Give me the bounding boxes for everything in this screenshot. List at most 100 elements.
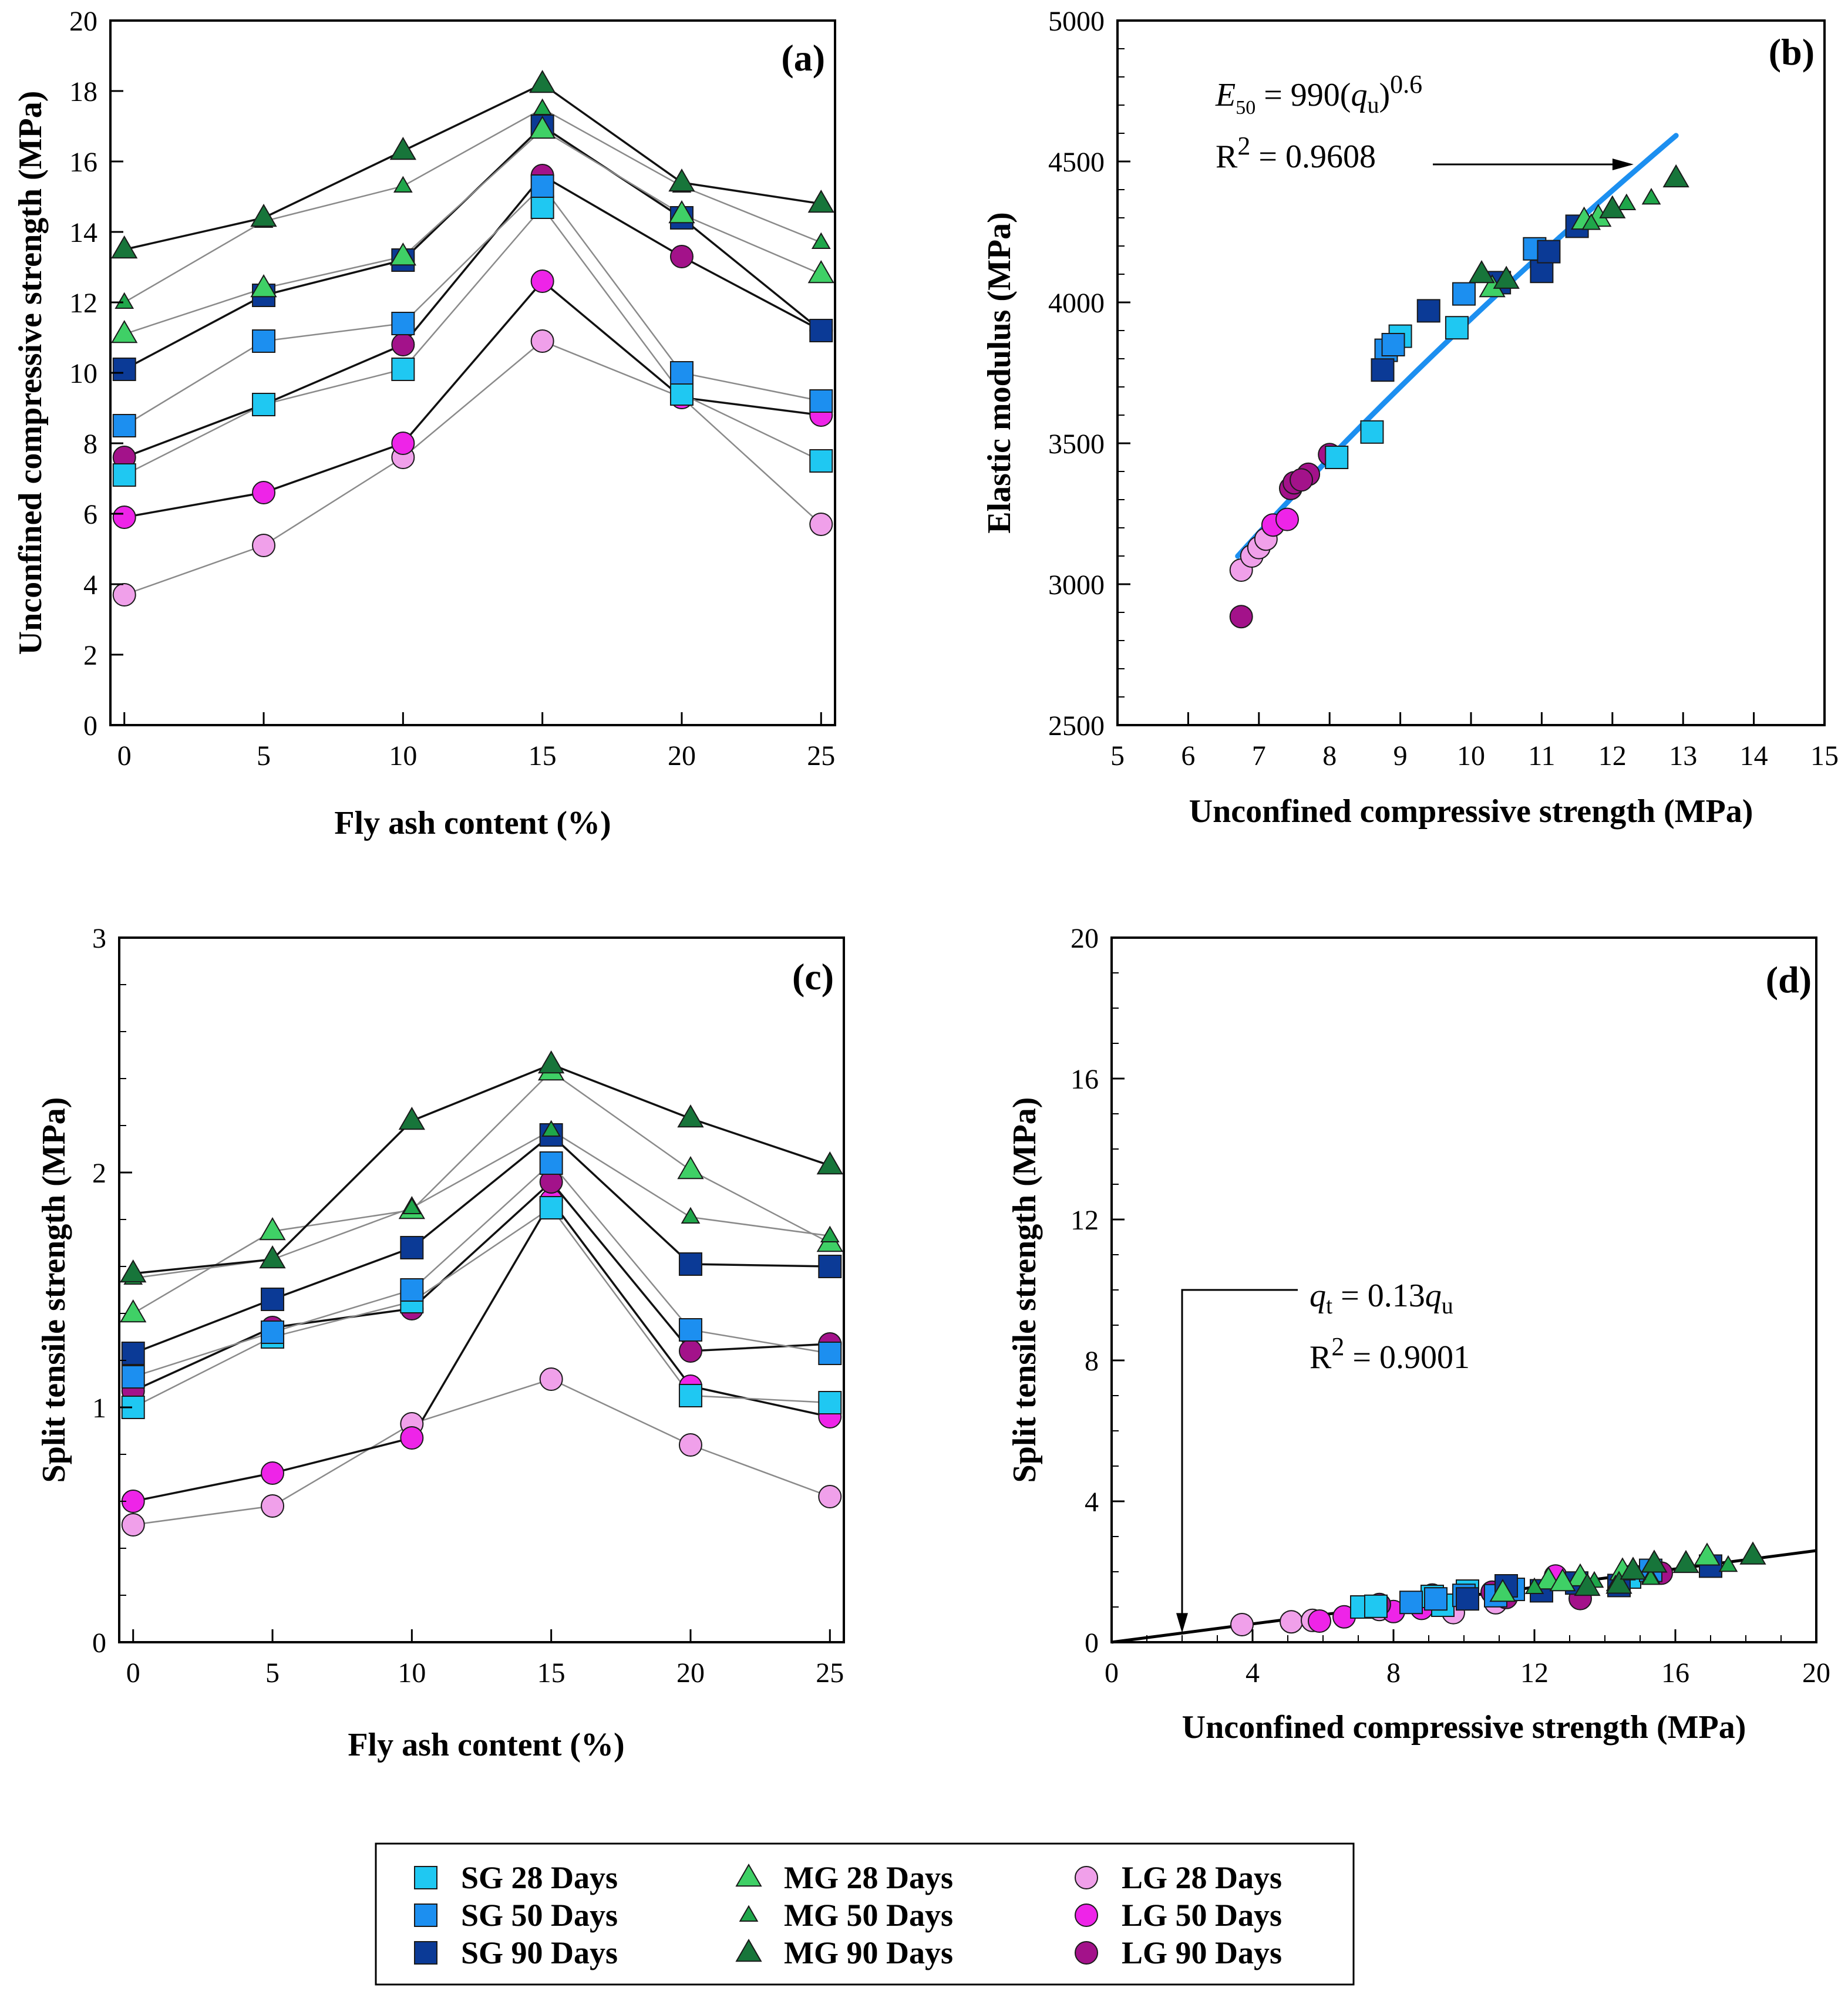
series-line-sg50: [133, 1162, 830, 1378]
legend-label-mg90: MG 90 Days: [784, 1935, 953, 1970]
data-point-sg90: [1416, 299, 1440, 323]
data-point-sg28: [530, 196, 554, 219]
x-tick-label: 16: [1661, 1657, 1689, 1689]
y-tick-label: 4500: [1048, 147, 1105, 178]
data-point-lg50: [391, 432, 415, 455]
data-point-mg90: [1599, 195, 1626, 218]
x-tick-label: 4: [1246, 1657, 1260, 1689]
y-tick-label: 2: [92, 1158, 106, 1189]
annotation-arrow: [1181, 1289, 1298, 1616]
data-point-mg90: [1739, 1541, 1766, 1565]
data-point-lg90: [1229, 605, 1253, 629]
series-line-lg90: [133, 1180, 830, 1392]
data-point-lg28: [112, 583, 136, 607]
x-tick-label: 8: [1386, 1657, 1401, 1689]
legend-label-sg90: SG 90 Days: [461, 1935, 618, 1970]
legend-label-sg28: SG 28 Days: [461, 1860, 618, 1895]
data-point-lg90: [1290, 468, 1314, 492]
data-point-mg90: [668, 168, 695, 192]
data-point-sg28: [1364, 1594, 1388, 1618]
data-point-mg90: [1672, 1549, 1699, 1574]
panel-b-label: (b): [1769, 31, 1815, 73]
data-point-sg50: [539, 1151, 563, 1175]
x-tick-label: 20: [676, 1657, 705, 1689]
x-tick-label: 9: [1393, 740, 1408, 771]
data-point-lg28: [252, 534, 276, 557]
x-tick-label: 10: [398, 1657, 426, 1689]
series-line-lg50: [133, 1198, 830, 1502]
y-tick-label: 8: [83, 429, 97, 460]
legend-label-mg28: MG 28 Days: [784, 1860, 953, 1895]
data-point-lg90: [678, 1339, 702, 1363]
series-line-sg90: [133, 1133, 830, 1355]
series-line-sg28: [133, 1207, 830, 1409]
data-point-mg90: [111, 235, 138, 259]
data-point-lg50: [1308, 1609, 1331, 1633]
y-tick-label: 1: [92, 1393, 106, 1424]
y-tick-label: 18: [69, 76, 97, 107]
y-tick-label: 0: [92, 1628, 106, 1659]
data-point-mg50: [811, 232, 831, 250]
x-tick-label: 10: [389, 740, 417, 771]
legend-marker-sg90: [414, 1941, 437, 1965]
panel-b-xlabel: Unconfined compressive strength (MPa): [1189, 793, 1753, 830]
panel-d-label: (d): [1766, 959, 1812, 1000]
data-point-sg50: [261, 1320, 285, 1344]
data-point-mg90: [1620, 1556, 1647, 1580]
data-point-sg28: [1325, 446, 1349, 469]
data-point-mg90: [529, 69, 556, 93]
data-point-lg28: [261, 1494, 285, 1518]
data-point-mg90: [1662, 164, 1689, 188]
x-tick-label: 10: [1457, 740, 1485, 771]
data-point-lg28: [1280, 1610, 1303, 1634]
series-line-mg28: [124, 129, 822, 335]
series-line-lg50: [124, 279, 822, 518]
data-point-sg50: [121, 1365, 145, 1389]
data-point-lg28: [818, 1485, 842, 1508]
data-point-sg28: [818, 1391, 842, 1414]
data-point-sg90: [1537, 240, 1561, 264]
x-tick-label: 12: [1598, 740, 1627, 771]
x-tick-label: 14: [1740, 740, 1768, 771]
data-point-mg90: [250, 203, 277, 227]
data-point-sg90: [112, 358, 136, 381]
panel-d-marks: [1111, 1289, 1817, 1644]
x-tick-label: 0: [1105, 1657, 1119, 1689]
data-point-lg90: [391, 333, 415, 356]
y-tick-label: 20: [69, 6, 97, 37]
data-point-mg90: [1574, 1572, 1601, 1596]
panel-b-modulus-vs-ucs: 5 6 7 8 9 10 11 12 13 14 15 2500 3000 3500 4000 4500 500…: [981, 6, 1839, 830]
legend-marker-lg50: [1075, 1903, 1098, 1927]
data-point-mg90: [538, 1050, 565, 1074]
data-point-sg28: [112, 463, 136, 487]
data-point-mg28: [677, 1155, 704, 1180]
y-tick-label: 16: [1071, 1064, 1099, 1095]
data-point-sg50: [400, 1278, 424, 1302]
panel-c-ylabel: Split tensile strength (MPa): [36, 1097, 72, 1483]
legend-label-lg90: LG 90 Days: [1122, 1935, 1282, 1970]
data-point-mg50: [393, 176, 413, 193]
y-tick-label: 0: [1085, 1628, 1099, 1659]
y-tick-label: 14: [69, 217, 97, 248]
data-point-mg28: [1489, 1578, 1516, 1602]
series-line-lg28: [124, 340, 822, 596]
data-point-mg50: [1524, 1577, 1544, 1595]
x-tick-label: 5: [265, 1657, 280, 1689]
data-point-mg50: [1581, 213, 1601, 230]
data-point-sg50: [818, 1342, 842, 1365]
x-tick-label: 15: [537, 1657, 565, 1689]
fit-curve: [1235, 133, 1679, 559]
data-point-sg90: [121, 1342, 145, 1365]
data-point-sg50: [112, 414, 136, 437]
data-point-sg90: [1371, 358, 1395, 382]
y-tick-label: 16: [69, 147, 97, 178]
data-point-lg50: [1275, 507, 1299, 531]
data-point-sg50: [1452, 282, 1476, 306]
y-tick-label: 2500: [1048, 710, 1105, 742]
y-tick-label: 4: [83, 570, 97, 601]
x-tick-label: 8: [1322, 740, 1337, 771]
data-point-sg50: [678, 1318, 702, 1342]
data-point-sg90: [818, 1255, 842, 1278]
